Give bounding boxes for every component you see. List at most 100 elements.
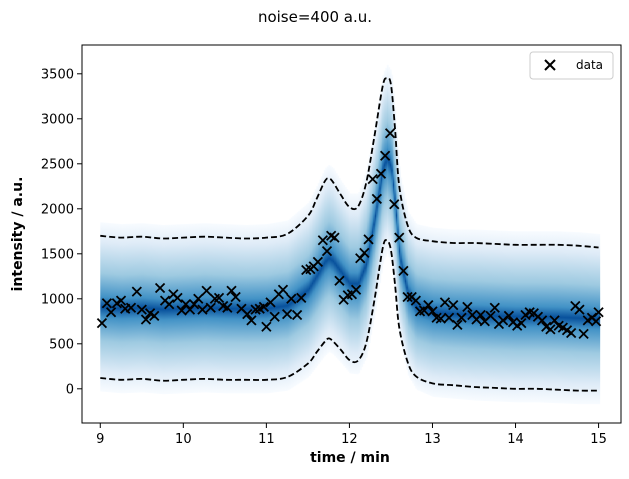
band-strip [500,230,503,402]
band-strip [125,223,128,394]
data-point [261,321,272,332]
band-strip [530,231,533,403]
band-strip [512,231,515,403]
data-point [149,310,160,322]
band-strip [533,231,536,403]
band-strip [539,231,542,403]
data-point [296,292,307,304]
band-strip [400,177,403,346]
data-point [317,235,328,246]
band-strip [205,223,208,393]
band-strip [448,229,451,399]
band-strip [289,218,292,390]
y-tick-label: 0 [66,382,74,397]
band-strip [494,230,497,402]
band-strip [446,228,449,399]
band-strip [482,229,485,401]
band-strip [460,229,463,400]
band-strip [517,231,520,403]
band-strip [493,230,496,402]
legend-box [529,51,614,80]
band-strip [212,223,215,393]
band-strip [223,224,226,394]
band-strip [341,182,344,365]
data-point [222,302,233,313]
data-point [363,234,374,245]
band-strip [359,187,362,371]
data-point [578,328,589,340]
data-point [281,308,293,320]
data-point [389,199,400,210]
data-point [197,304,208,315]
band-strip [134,223,137,393]
band-strip [358,191,361,374]
data-point [201,285,212,296]
bound-lines [100,77,599,392]
uncertainty-band [100,64,601,405]
data-point [291,309,303,321]
band-strip [389,69,392,261]
band-strip [437,228,440,398]
band-strip [370,146,373,336]
band-strip [340,180,343,363]
band-strip [368,154,371,344]
data-point [423,299,434,311]
band-strip [214,223,217,393]
band-strip [334,170,337,357]
data-point [456,312,467,323]
band-strip [442,228,445,398]
band-strip [541,231,544,403]
band-strip [373,129,376,320]
band-strip [568,231,571,404]
band-strip [562,231,565,404]
band-strip [371,137,374,328]
band-strip [476,229,479,401]
data-point [226,285,237,296]
band-strip [290,217,293,389]
band-strip [502,230,505,402]
data-point [258,301,270,313]
band-strip [281,221,284,392]
band-strip [385,67,388,257]
band-strip [445,228,448,399]
band-strip [325,167,328,355]
band-strip [352,193,355,374]
band-strip [118,223,121,394]
band-strip [379,93,382,284]
y-axis-ticks: 0 500 1000 1500 2000 2500 3000 3500 [41,67,82,397]
band-strip [466,229,469,400]
data-point [334,275,345,286]
band-strip [163,224,166,395]
band-strip [563,231,566,404]
band-strip [577,232,580,405]
band-strip [382,75,385,265]
band-strip [245,224,248,394]
band-strip [416,224,419,391]
band-strip [191,223,194,393]
data-point [164,299,175,310]
y-tick-label: 2000 [41,202,74,217]
data-point [277,284,289,295]
data-point [367,173,378,185]
band-strip [271,223,274,393]
band-strip [485,230,488,402]
band-strip [328,165,331,353]
band-strip [383,70,386,260]
band-strip [514,231,517,403]
band-strip [331,166,334,354]
band-strip [185,223,188,394]
band-strip [403,191,406,358]
band-strip [560,231,563,404]
band-strip [146,223,149,393]
band-strip [314,189,317,369]
data-point [545,324,556,335]
data-point [448,299,459,311]
band-strip [215,223,218,393]
band-strip [311,194,314,373]
data-point [230,291,241,303]
band-strip [229,224,232,394]
band-strip [206,223,209,393]
band-strip [275,222,278,393]
band-strip [491,230,494,402]
band-strip [554,231,557,404]
